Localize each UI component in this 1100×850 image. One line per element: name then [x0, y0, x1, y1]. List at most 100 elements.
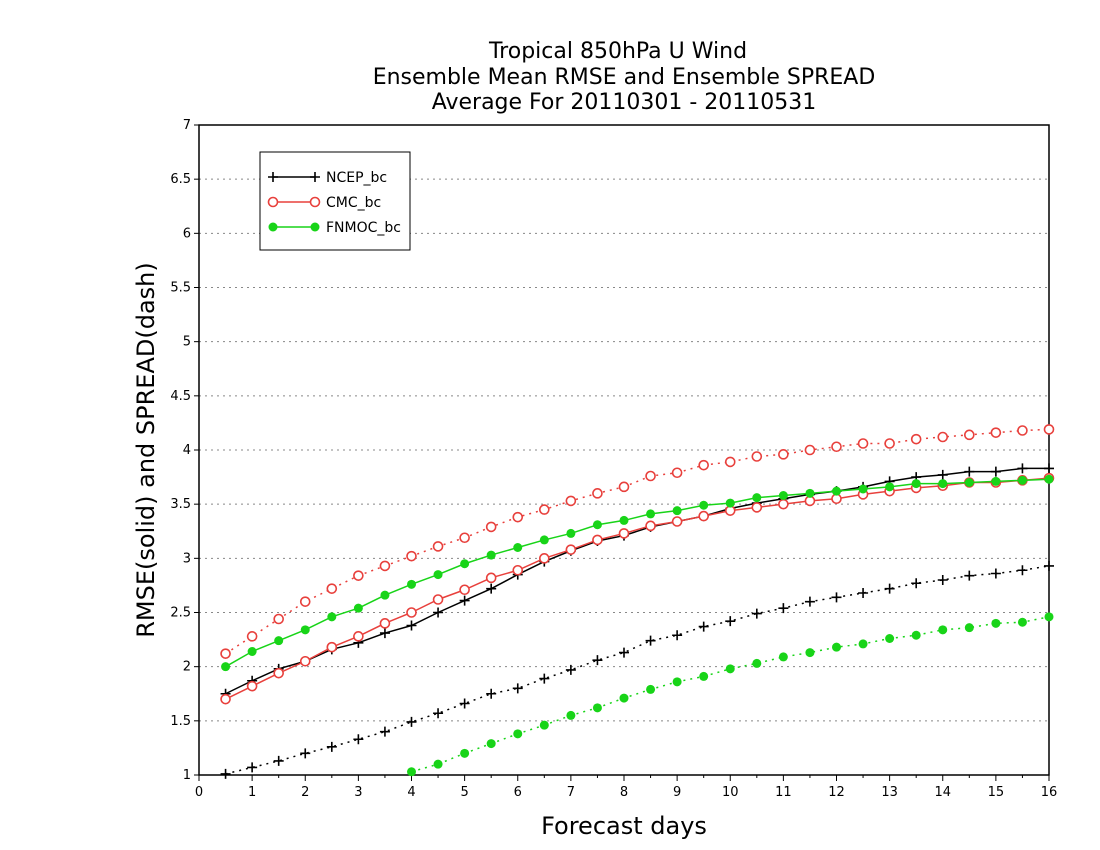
grid-lines: [199, 178, 1049, 722]
legend-item-cmc-bc: CMC_bc: [267, 195, 381, 211]
cmc-bc-spread-point: [1017, 425, 1028, 436]
y-tick-label: 4.5: [170, 389, 191, 404]
legend-marker: [309, 196, 321, 208]
fnmoc-bc-spread-line: [411, 616, 1050, 773]
x-tick-label: 10: [722, 785, 739, 800]
fnmoc-bc-spread-point: [938, 625, 948, 635]
cmc-bc-spread-point: [884, 438, 895, 449]
fnmoc-bc-rmse-point: [353, 603, 363, 613]
cmc-bc-spread-point: [751, 451, 763, 462]
ncep-bc-spread-point: [539, 673, 550, 684]
cmc-bc-spread-point: [645, 470, 656, 482]
ncep-bc-spread-point: [990, 568, 1001, 579]
fnmoc-bc-spread-point: [460, 748, 470, 758]
ncep-bc-spread-point: [406, 716, 417, 727]
x-tick-label: 0: [195, 785, 203, 800]
cmc-bc-rmse-point: [353, 631, 364, 642]
ncep-bc-rmse-point: [964, 466, 975, 477]
cmc-bc-rmse-point: [220, 693, 231, 705]
cmc-bc-spread-point: [592, 488, 603, 499]
cmc-bc-spread-point: [485, 521, 497, 533]
fnmoc-bc-spread-point: [1017, 617, 1027, 627]
ncep-bc-rmse-point: [379, 628, 390, 639]
y-tick-label: 6.5: [170, 172, 191, 187]
fnmoc-bc-spread-point: [513, 729, 523, 739]
ncep-bc-spread-point: [884, 583, 895, 594]
fnmoc-bc-rmse-point: [407, 579, 416, 589]
fnmoc-bc-spread-point: [433, 759, 443, 769]
ncep-bc-spread-point: [778, 603, 789, 614]
y-tick-label: 4: [183, 443, 191, 458]
cmc-bc-rmse-point: [459, 584, 470, 596]
y-tick-label: 6: [183, 226, 191, 241]
legend-label: NCEP_bc: [326, 170, 387, 186]
ncep-bc-spread-point: [220, 768, 231, 779]
fnmoc-bc-spread-point: [858, 639, 868, 649]
fnmoc-bc-rmse-point: [1017, 475, 1027, 485]
fnmoc-bc-rmse-point: [752, 493, 762, 503]
legend-label: FNMOC_bc: [326, 220, 401, 236]
cmc-bc-spread-point: [671, 467, 683, 479]
fnmoc-bc-rmse-point: [566, 528, 576, 538]
fnmoc-bc-spread-point: [539, 720, 549, 730]
ncep-bc-spread-point: [353, 734, 364, 745]
cmc-bc-rmse-point: [326, 641, 338, 653]
fnmoc-bc-spread-point: [911, 630, 921, 640]
ncep-bc-rmse-point: [1044, 463, 1054, 474]
fnmoc-bc-spread-point: [752, 658, 762, 668]
ncep-bc-spread-point: [300, 748, 311, 759]
fnmoc-bc-spread-point: [832, 642, 841, 652]
fnmoc-bc-rmse-point: [1044, 474, 1054, 484]
fnmoc-bc-spread-point: [646, 684, 656, 694]
fnmoc-bc-spread-point: [885, 634, 895, 643]
cmc-bc-rmse-point: [432, 594, 444, 605]
fnmoc-bc-rmse-point: [486, 550, 496, 560]
cmc-bc-spread-point: [804, 444, 816, 456]
fnmoc-bc-spread-point: [699, 671, 709, 681]
ncep-bc-rmse-point: [990, 466, 1001, 477]
fnmoc-bc-rmse-point: [938, 479, 948, 489]
ncep-bc-spread-point: [592, 655, 603, 666]
fnmoc-bc-rmse-point: [646, 509, 656, 519]
cmc-bc-rmse-point: [299, 655, 311, 667]
y-tick-label: 2.5: [170, 606, 191, 621]
cmc-bc-rmse-point: [645, 520, 656, 532]
ncep-bc-rmse-line: [225, 467, 1049, 695]
ncep-bc-spread-point: [858, 588, 869, 598]
x-tick-label: 13: [881, 785, 898, 800]
legend-box: [259, 151, 411, 251]
cmc-bc-spread-point: [326, 583, 338, 594]
y-tick-label: 1: [183, 768, 191, 783]
fnmoc-bc-rmse-point: [832, 486, 841, 496]
fnmoc-bc-spread-point: [619, 693, 629, 703]
fnmoc-bc-rmse-point: [778, 491, 788, 500]
ncep-bc-spread-point: [645, 635, 656, 646]
fnmoc-bc-rmse-series: [221, 474, 1054, 672]
fnmoc-bc-spread-point: [778, 652, 788, 662]
cmc-bc-spread-point: [857, 438, 869, 449]
fnmoc-bc-spread-point: [1044, 612, 1054, 622]
series-lines: [220, 424, 1055, 779]
y-tick-label: 1.5: [170, 714, 191, 729]
ncep-bc-spread-point: [247, 762, 258, 773]
cmc-bc-spread-point: [246, 631, 258, 642]
cmc-bc-spread-point: [220, 648, 231, 659]
y-tick-labels: 1 1.5 2 2.5 3 3.5 4 4.5 5 5.5 6 6.5 7: [170, 118, 191, 783]
fnmoc-bc-rmse-point: [513, 543, 523, 552]
fnmoc-bc-spread-point: [486, 739, 496, 749]
fnmoc-bc-rmse-point: [672, 506, 682, 516]
y-tick-label: 3.5: [170, 497, 191, 512]
ncep-bc-spread-point: [751, 608, 762, 619]
fnmoc-bc-rmse-point: [274, 636, 284, 646]
legend-marker: [310, 222, 320, 232]
x-tick-label: 15: [988, 785, 1005, 800]
ncep-bc-rmse-point: [459, 595, 470, 606]
cmc-bc-spread-point: [964, 429, 975, 441]
ncep-bc-rmse-point: [433, 607, 444, 618]
ncep-bc-spread-point: [273, 755, 284, 766]
ncep-bc-spread-point: [619, 647, 629, 658]
cmc-bc-rmse-point: [273, 667, 284, 679]
x-tick-label: 6: [514, 785, 522, 800]
fnmoc-bc-rmse-point: [885, 482, 895, 492]
ncep-bc-spread-point: [725, 616, 736, 627]
